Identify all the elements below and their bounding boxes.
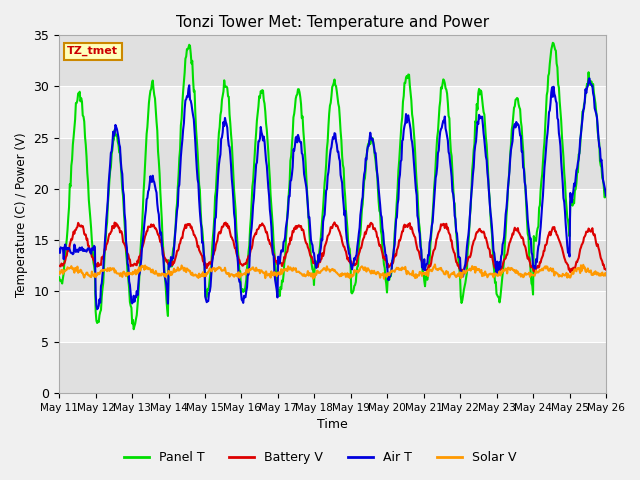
Bar <box>59 240 606 291</box>
X-axis label: Time: Time <box>317 419 348 432</box>
Y-axis label: Temperature (C) / Power (V): Temperature (C) / Power (V) <box>15 132 28 297</box>
Bar <box>59 189 606 240</box>
Bar <box>59 342 606 393</box>
Legend: Panel T, Battery V, Air T, Solar V: Panel T, Battery V, Air T, Solar V <box>118 446 522 469</box>
Bar <box>59 138 606 189</box>
Bar <box>59 36 606 86</box>
Text: TZ_tmet: TZ_tmet <box>67 46 118 56</box>
Title: Tonzi Tower Met: Temperature and Power: Tonzi Tower Met: Temperature and Power <box>176 15 489 30</box>
Bar <box>59 291 606 342</box>
Bar <box>59 86 606 138</box>
